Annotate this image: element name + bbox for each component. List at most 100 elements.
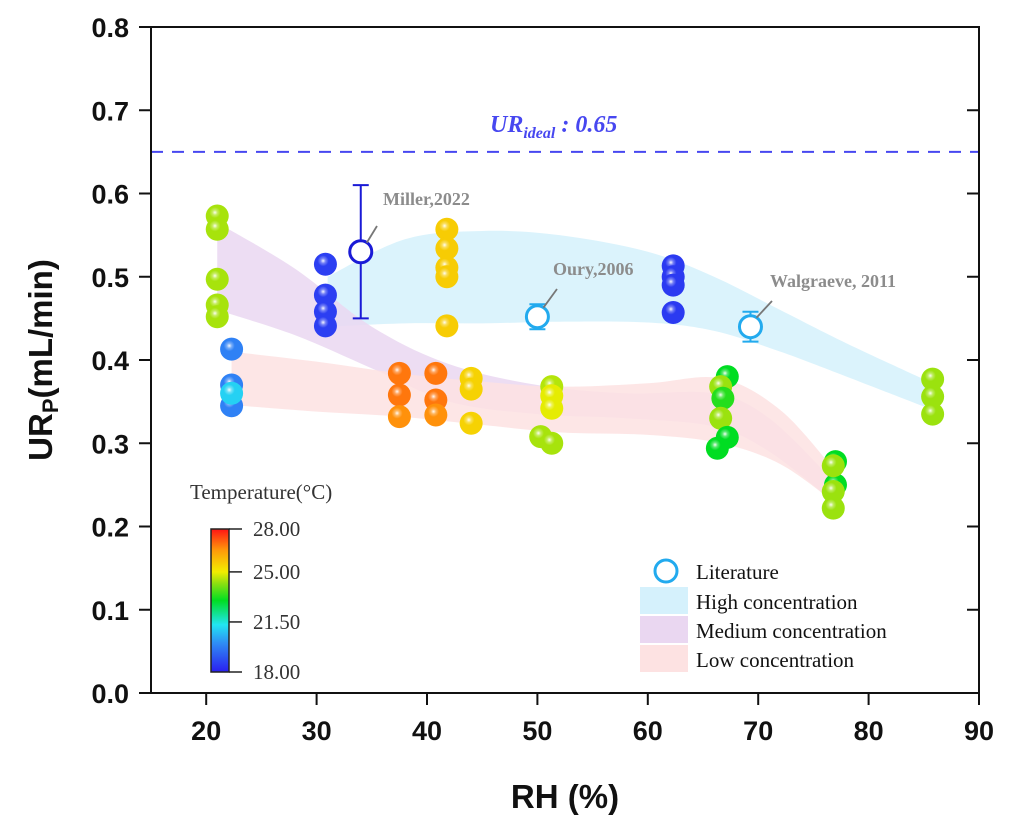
colorbar-title: Temperature(°C) xyxy=(190,480,332,504)
data-point xyxy=(661,301,685,325)
data-point-highlight xyxy=(387,361,411,385)
literature-point: Walgraeve, 2011 xyxy=(737,271,896,343)
y-tick-label: 0.2 xyxy=(91,513,129,543)
data-point-highlight xyxy=(220,381,244,405)
data-point-highlight xyxy=(435,236,459,260)
legend-band-swatch xyxy=(640,587,688,614)
x-tick-label: 70 xyxy=(743,716,773,746)
data-point-highlight xyxy=(424,403,448,427)
annotation-leader xyxy=(365,225,378,244)
colorbar-tick-label: 25.00 xyxy=(253,560,300,584)
data-point-highlight xyxy=(313,314,337,338)
x-axis-title: RH (%) xyxy=(511,778,619,815)
data-point xyxy=(435,314,459,338)
legend-item: Low concentration xyxy=(640,645,855,672)
data-point-highlight xyxy=(459,411,483,435)
data-point-highlight xyxy=(661,301,685,325)
literature-annotation: Walgraeve, 2011 xyxy=(770,271,896,291)
data-point-highlight xyxy=(435,217,459,241)
literature-points: Miller,2022 Oury,2006 Walgraeve, 2011 xyxy=(348,184,896,343)
y-tick-label: 0.7 xyxy=(91,96,129,126)
axes: 20 30 40 50 60 70 80 90 0.0 0.1 0.2 0.3 0.4 0.5 0.6 0.7… xyxy=(91,13,994,746)
y-tick-label: 0.1 xyxy=(91,596,129,626)
x-tick-label: 60 xyxy=(633,716,663,746)
ideal-reference-label: URideal : 0.65 xyxy=(490,112,617,142)
ideal-label-value: : 0.65 xyxy=(555,112,617,138)
y-tick-label: 0.5 xyxy=(91,263,129,293)
data-point-highlight xyxy=(313,252,337,276)
data-point xyxy=(921,402,945,426)
data-point-highlight xyxy=(220,337,244,361)
data-point xyxy=(711,386,735,410)
y-tick-label: 0.4 xyxy=(91,346,129,376)
data-point xyxy=(435,236,459,260)
y-axis-title-unit: (mL/min) xyxy=(22,259,59,398)
y-axis-title-main: UR xyxy=(22,413,59,461)
data-point-highlight xyxy=(821,480,845,504)
y-tick-label: 0.3 xyxy=(91,429,129,459)
data-point xyxy=(435,217,459,241)
literature-point: Miller,2022 xyxy=(348,184,470,320)
data-point-highlight xyxy=(661,273,685,297)
literature-marker xyxy=(348,239,374,265)
colorbar: Temperature(°C) 18.00 21.50 25.00 28.00 xyxy=(190,480,332,684)
data-point-highlight xyxy=(435,265,459,289)
annotation-leader xyxy=(542,288,558,309)
data-point xyxy=(313,314,337,338)
data-point xyxy=(205,217,229,241)
legend-label: Medium concentration xyxy=(696,619,887,643)
legend-band-swatch xyxy=(640,616,688,643)
data-point-highlight xyxy=(205,305,229,329)
data-point-highlight xyxy=(540,431,564,455)
y-tick-label: 0.0 xyxy=(91,679,129,709)
concentration-bands xyxy=(217,222,933,502)
ideal-label-main: UR xyxy=(490,112,523,138)
data-point-highlight xyxy=(709,406,733,430)
legend-label: Low concentration xyxy=(696,648,855,672)
data-point-highlight xyxy=(459,377,483,401)
data-point xyxy=(459,377,483,401)
data-point-highlight xyxy=(387,405,411,429)
data-point xyxy=(540,396,564,420)
literature-annotation: Oury,2006 xyxy=(553,259,634,279)
data-point-highlight xyxy=(435,314,459,338)
ideal-label-sub: ideal xyxy=(523,125,556,142)
data-point xyxy=(313,252,337,276)
data-point-highlight xyxy=(205,217,229,241)
data-point xyxy=(205,305,229,329)
measured-points xyxy=(205,204,945,520)
x-tick-label: 50 xyxy=(522,716,552,746)
data-point xyxy=(205,267,229,291)
data-point xyxy=(387,383,411,407)
x-tick-label: 30 xyxy=(302,716,332,746)
data-point xyxy=(821,454,845,478)
y-axis-title-sub: P xyxy=(38,398,63,413)
data-point-highlight xyxy=(821,496,845,520)
data-point-highlight xyxy=(821,454,845,478)
data-point-highlight xyxy=(711,386,735,410)
colorbar-tick-label: 28.00 xyxy=(253,517,300,541)
data-point xyxy=(705,436,729,460)
legend-item: Literature xyxy=(653,558,779,584)
literature-marker xyxy=(524,304,550,330)
data-point xyxy=(540,431,564,455)
annotation-leader xyxy=(755,300,773,319)
legend-literature-icon xyxy=(653,558,679,584)
y-axis-title: URP(mL/min) xyxy=(22,259,63,461)
band-high-concentration xyxy=(327,230,933,410)
x-tick-label: 90 xyxy=(964,716,994,746)
data-point-highlight xyxy=(205,267,229,291)
x-tick-label: 80 xyxy=(854,716,884,746)
data-point xyxy=(709,406,733,430)
legend: Literature High concentration Medium conce… xyxy=(640,558,887,672)
data-point-highlight xyxy=(921,367,945,391)
data-point xyxy=(424,403,448,427)
data-point-highlight xyxy=(424,361,448,385)
colorbar-gradient xyxy=(210,528,230,673)
x-tick-label: 20 xyxy=(191,716,221,746)
band-low-concentration xyxy=(231,351,834,502)
data-point xyxy=(387,361,411,385)
legend-label: High concentration xyxy=(696,590,858,614)
data-point xyxy=(387,405,411,429)
colorbar-tick-label: 21.50 xyxy=(253,610,300,634)
